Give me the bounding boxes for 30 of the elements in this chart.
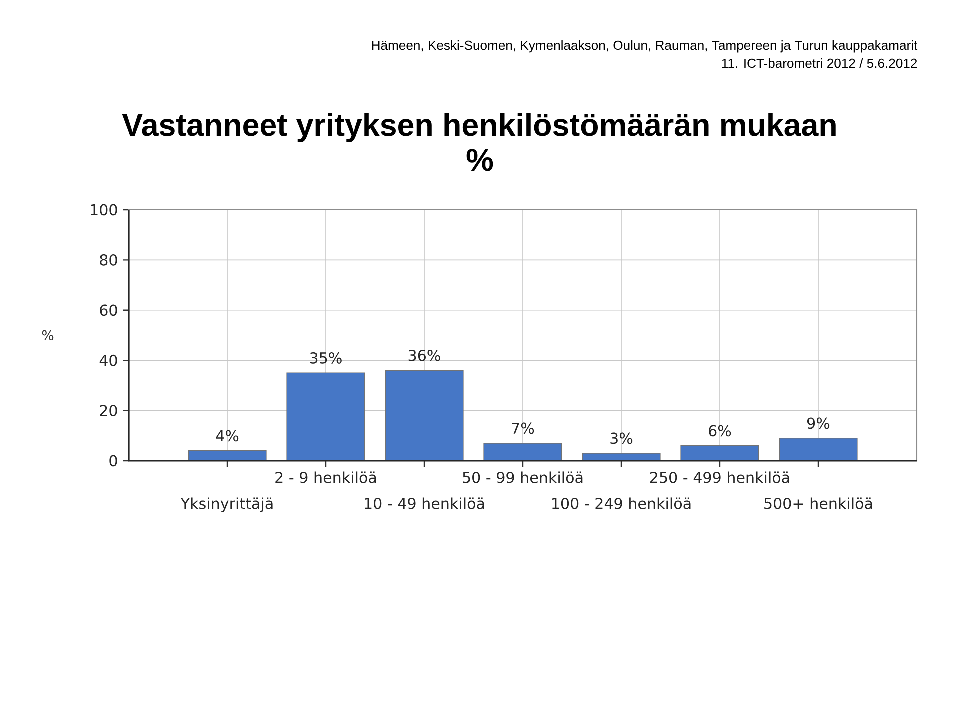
data-label: 36% — [408, 350, 440, 362]
chart-subtitle: % — [466, 149, 494, 172]
bar — [385, 370, 464, 462]
y-tick-label: 80 — [100, 254, 118, 266]
data-label: 4% — [216, 430, 239, 442]
y-tick-label: 40 — [100, 354, 118, 366]
x-tick-label: 500+ henkilöä — [764, 498, 872, 510]
data-label: 9% — [807, 418, 830, 430]
text: Hämeen, Keski-Suomen, Kymenlaakson, Oulun, Rauman, Tampereen ja Turun kauppakamarit — [372, 40, 918, 53]
x-tick-label: Yksinyrittäjä — [180, 498, 273, 512]
x-tick-label: 10 - 49 henkilöä — [365, 498, 484, 510]
data-label: 35% — [310, 352, 342, 364]
x-tick-label: 2 - 9 henkilöä — [276, 472, 376, 484]
y-tick-label: 20 — [100, 405, 118, 416]
bar — [286, 372, 366, 462]
x-tick-label: 50 - 99 henkilöä — [463, 472, 583, 484]
text: 11. ICT-barometri 2012 / 5.6.2012 — [722, 58, 918, 68]
data-label: 6% — [709, 425, 732, 437]
x-tick-label: 100 - 249 henkilöä — [552, 498, 691, 510]
y-axis-title: % — [42, 330, 54, 341]
bar — [779, 438, 858, 462]
y-tick-label: 60 — [100, 304, 118, 316]
bar — [680, 446, 760, 462]
x-tick-label: 250 - 499 henkilöä — [650, 472, 790, 484]
bar — [484, 443, 562, 462]
chart-title: Vastanneet yrityksen henkilöstömäärän mukaan — [122, 113, 836, 142]
data-label: 3% — [610, 432, 633, 444]
data-label: 7% — [512, 422, 534, 434]
y-tick-label: 100 — [91, 204, 118, 216]
y-tick-label: 0 — [110, 455, 118, 467]
